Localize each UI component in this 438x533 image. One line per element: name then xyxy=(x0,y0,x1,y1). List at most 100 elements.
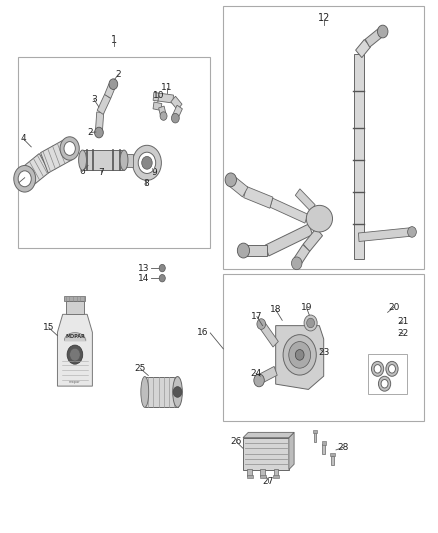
Ellipse shape xyxy=(306,205,332,232)
Circle shape xyxy=(109,79,118,90)
Text: 4: 4 xyxy=(21,134,26,143)
Circle shape xyxy=(160,112,167,120)
Polygon shape xyxy=(294,245,310,264)
Text: 28: 28 xyxy=(338,443,349,452)
Circle shape xyxy=(371,361,384,376)
Text: MOPAR: MOPAR xyxy=(65,334,85,338)
Circle shape xyxy=(133,146,161,180)
Circle shape xyxy=(171,114,179,123)
Ellipse shape xyxy=(79,150,86,170)
Polygon shape xyxy=(265,224,312,256)
Circle shape xyxy=(254,374,264,387)
Polygon shape xyxy=(20,154,49,188)
Polygon shape xyxy=(95,112,104,131)
Circle shape xyxy=(257,319,265,329)
Text: mopar: mopar xyxy=(69,380,81,384)
Bar xyxy=(223,6,424,269)
Text: 15: 15 xyxy=(43,323,54,332)
Text: 22: 22 xyxy=(397,329,409,338)
Circle shape xyxy=(295,350,304,360)
Circle shape xyxy=(408,227,417,237)
Text: 8: 8 xyxy=(143,179,149,188)
Circle shape xyxy=(374,365,381,373)
Bar xyxy=(274,469,278,476)
Bar xyxy=(247,469,252,476)
Polygon shape xyxy=(57,314,92,386)
Circle shape xyxy=(64,142,75,156)
Polygon shape xyxy=(289,432,294,470)
Bar xyxy=(368,354,407,394)
Polygon shape xyxy=(260,323,278,347)
Text: 1: 1 xyxy=(111,35,117,44)
Polygon shape xyxy=(230,176,248,197)
Bar xyxy=(331,456,334,465)
Text: 19: 19 xyxy=(300,303,312,311)
Text: 9: 9 xyxy=(151,168,157,177)
Text: 14: 14 xyxy=(138,273,149,282)
Text: 20: 20 xyxy=(389,303,400,311)
Polygon shape xyxy=(276,326,324,390)
Circle shape xyxy=(18,171,31,187)
Polygon shape xyxy=(153,102,162,110)
Text: 12: 12 xyxy=(318,13,330,23)
Bar xyxy=(145,376,177,407)
Text: 6: 6 xyxy=(79,167,85,176)
Bar xyxy=(18,56,210,248)
Bar xyxy=(82,150,124,170)
Polygon shape xyxy=(358,228,411,241)
Polygon shape xyxy=(356,39,371,58)
Ellipse shape xyxy=(141,376,149,407)
Circle shape xyxy=(60,137,79,160)
Polygon shape xyxy=(259,366,277,383)
Text: 16: 16 xyxy=(197,328,208,337)
Text: 2: 2 xyxy=(88,128,93,137)
Circle shape xyxy=(159,264,165,272)
Circle shape xyxy=(14,165,35,192)
Ellipse shape xyxy=(120,150,128,170)
Text: 17: 17 xyxy=(251,312,263,321)
Bar xyxy=(64,296,85,301)
Polygon shape xyxy=(244,187,273,208)
Circle shape xyxy=(378,376,391,391)
Bar xyxy=(260,475,266,478)
Bar xyxy=(313,430,317,433)
Text: 26: 26 xyxy=(231,438,242,447)
Text: 7: 7 xyxy=(98,168,104,177)
Text: 13: 13 xyxy=(138,264,149,272)
Polygon shape xyxy=(173,105,182,118)
Bar xyxy=(66,301,84,314)
Bar xyxy=(330,453,335,456)
Bar xyxy=(314,432,316,442)
Text: 27: 27 xyxy=(263,478,274,486)
Polygon shape xyxy=(354,54,364,259)
Polygon shape xyxy=(153,92,173,103)
Text: 18: 18 xyxy=(270,305,282,314)
Circle shape xyxy=(389,365,396,373)
Text: 21: 21 xyxy=(397,318,409,326)
Bar xyxy=(122,155,133,167)
Circle shape xyxy=(225,173,237,187)
Polygon shape xyxy=(303,228,322,252)
Bar xyxy=(247,475,253,478)
Circle shape xyxy=(307,318,314,328)
Bar xyxy=(223,274,424,421)
Text: 23: 23 xyxy=(318,348,329,357)
Text: 11: 11 xyxy=(161,83,173,92)
Text: 2: 2 xyxy=(116,70,121,78)
Circle shape xyxy=(289,342,311,368)
Bar xyxy=(321,441,326,445)
Bar xyxy=(273,475,279,478)
Circle shape xyxy=(381,379,388,388)
Bar xyxy=(261,469,265,476)
Polygon shape xyxy=(171,96,182,110)
Circle shape xyxy=(142,157,152,169)
Circle shape xyxy=(304,315,317,331)
Text: 24: 24 xyxy=(251,369,261,378)
Bar xyxy=(322,444,325,454)
Circle shape xyxy=(70,348,80,361)
Polygon shape xyxy=(41,140,72,173)
Polygon shape xyxy=(243,432,294,438)
Ellipse shape xyxy=(173,376,182,407)
Text: 3: 3 xyxy=(91,94,96,103)
Circle shape xyxy=(173,386,182,397)
